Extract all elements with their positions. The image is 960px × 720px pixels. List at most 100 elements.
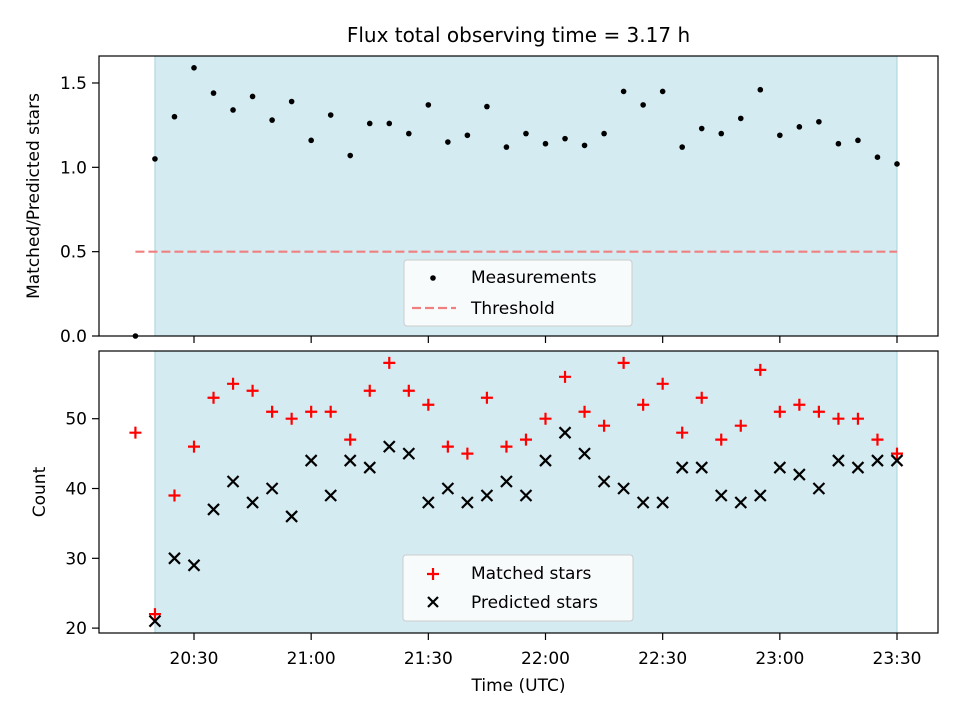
bottom-x-tick-label: 23:00: [755, 649, 804, 669]
predicted-star-point: [383, 440, 396, 453]
measurement-point: [152, 156, 158, 162]
matched-star-point: [617, 356, 630, 369]
predicted-star-point: [558, 426, 572, 439]
predicted-star-point: [402, 447, 416, 460]
predicted-star-point: [226, 475, 240, 488]
top-x-ticks: [193, 336, 898, 343]
measurement-point: [620, 88, 627, 95]
matched-star-point: [500, 440, 513, 453]
matched-star-point: [402, 384, 415, 397]
predicted-star-point: [656, 496, 669, 509]
bottom-x-tick-label: 23:30: [873, 649, 922, 669]
bottom-x-tick-label: 21:30: [404, 649, 453, 669]
predicted-star-point: [539, 454, 552, 467]
matched-star-point: [129, 426, 142, 439]
matched-star-point: [383, 356, 396, 369]
matched-star-point: [734, 419, 747, 432]
measurement-point: [308, 137, 314, 144]
predicted-star-point: [773, 461, 787, 474]
predicted-star-point: [597, 475, 611, 488]
legend-measurements-label: Measurements: [471, 268, 597, 288]
measurement-point: [737, 115, 744, 122]
predicted-star-point: [324, 489, 337, 502]
bottom-x-axis: 20:30 21:00 21:30 22:00 22:30 23:00 23:30: [170, 633, 922, 669]
matched-star-point: [637, 398, 650, 411]
matched-star-point: [715, 433, 728, 446]
matched-star-point: [656, 377, 669, 390]
predicted-star-point: [187, 559, 201, 572]
predicted-star-point: [578, 447, 591, 460]
measurement-point: [484, 103, 490, 110]
measurement-point: [659, 88, 666, 95]
measurement-point: [366, 120, 373, 127]
measurement-point: [581, 142, 588, 149]
matched-star-point: [578, 405, 591, 418]
matched-star-point: [422, 398, 435, 411]
legend-threshold-label: Threshold: [470, 299, 555, 319]
predicted-star-point: [617, 482, 630, 495]
matched-star-point: [891, 447, 903, 460]
top-legend-box: [403, 259, 633, 327]
measurement-point: [640, 102, 646, 108]
predicted-star-point: [285, 510, 298, 523]
bottom-x-tick-label: 22:00: [521, 649, 570, 669]
legend-predicted-label: Predicted stars: [471, 593, 598, 613]
top-y-tick-label: 0.0: [60, 327, 87, 347]
matched-star-point: [441, 440, 454, 453]
matched-star-point: [246, 384, 259, 397]
matched-star-point: [754, 363, 767, 376]
predicted-star-point: [422, 496, 435, 509]
bottom-x-tick-label: 21:00: [287, 649, 336, 669]
predicted-star-point: [148, 614, 162, 628]
matched-star-point: [266, 405, 279, 418]
bottom-y-axis-label: Count: [30, 466, 50, 517]
predicted-star-point: [343, 454, 357, 467]
matched-star-point: [676, 426, 689, 439]
bottom-x-tick-label: 22:30: [638, 649, 687, 669]
measurement-point: [796, 124, 803, 130]
bottom-y-tick-label: 20: [65, 619, 87, 639]
predicted-star-point: [363, 461, 377, 474]
measurement-point: [347, 152, 354, 159]
measurement-point: [230, 107, 236, 113]
top-legend: Measurements Threshold: [403, 259, 633, 327]
bottom-plot-frame: [98, 350, 939, 634]
top-y-axis: 0.0 0.5 1.0 1.5: [60, 74, 99, 347]
matched-star-point: [344, 433, 357, 446]
predicted-star-point: [714, 489, 728, 502]
measurement-point: [777, 132, 783, 139]
matched-star-point: [832, 412, 845, 425]
matched-star-point: [598, 419, 611, 432]
measurement-point: [171, 113, 178, 120]
predicted-star-point: [441, 482, 455, 495]
predicted-star-point: [265, 482, 279, 495]
predicted-star-point: [246, 496, 259, 509]
measurement-point: [445, 139, 451, 145]
predicted-star-point: [519, 489, 533, 502]
matched-star-point: [773, 405, 786, 418]
matched-star-point: [461, 447, 474, 460]
matched-star-point: [559, 370, 572, 383]
top-y-tick-label: 1.5: [60, 74, 87, 94]
bottom-y-tick-label: 40: [65, 480, 87, 500]
measurement-point: [757, 86, 764, 93]
measurement-point: [210, 90, 217, 96]
measurement-point: [406, 130, 412, 137]
top-y-axis-label: Matched/Predicted stars: [24, 93, 44, 299]
top-panel-title: Flux total observing time = 3.17 h: [347, 23, 690, 47]
predicted-star-point: [304, 454, 318, 467]
matched-star-point: [812, 405, 825, 418]
predicted-star-point: [890, 454, 904, 467]
predicted-star-point: [636, 496, 650, 509]
measurement-point: [835, 140, 842, 147]
predicted-star-point: [207, 503, 220, 516]
measurement-points: [132, 65, 900, 339]
measurement-point: [288, 98, 295, 105]
measurement-point: [816, 118, 822, 125]
bottom-y-tick-label: 30: [65, 549, 87, 569]
measurement-point: [327, 112, 334, 118]
predicted-star-point: [734, 496, 748, 509]
predicted-star-point: [500, 475, 513, 488]
measurement-point: [874, 154, 881, 161]
